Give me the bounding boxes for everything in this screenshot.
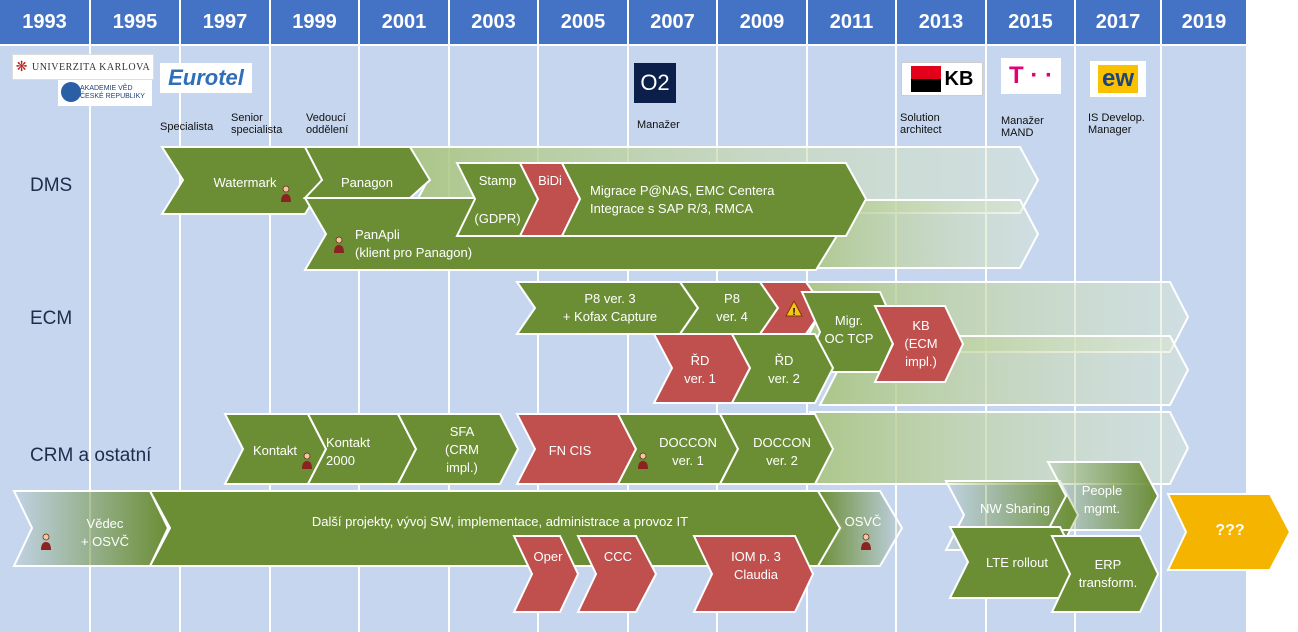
year-header: 2013: [897, 0, 987, 44]
label-bidi: BiDi: [538, 173, 562, 188]
label-osvc: OSVČ: [844, 514, 882, 529]
akademie-emblem-icon: [61, 82, 81, 102]
svg-text:!: !: [792, 307, 795, 318]
label-migr: Migr. OC TCP: [824, 313, 874, 346]
chevron-docconv2: [718, 413, 835, 485]
label-stamp: Stamp: [478, 173, 517, 188]
label-kontakt2000: Kontakt 2000: [326, 435, 371, 468]
chevron-ccc: [576, 535, 658, 613]
o2-logo: O2: [634, 63, 676, 103]
row-label-ecm: ECM: [30, 308, 73, 329]
row-label-dms: DMS: [30, 175, 73, 196]
label-oper: Oper: [533, 549, 563, 564]
label-kb: KB (ECM impl.): [904, 318, 938, 369]
chevron-future: [1166, 493, 1292, 571]
year-header: 2001: [360, 0, 450, 44]
label-erp: ERP transform.: [1078, 557, 1138, 590]
year-header: 2007: [629, 0, 718, 44]
role-caption: Solution architect: [900, 112, 942, 136]
year-header: 1993: [0, 0, 91, 44]
year-header: 2009: [718, 0, 808, 44]
ew-logo: ew: [1090, 61, 1146, 97]
role-caption: Senior specialista: [231, 112, 283, 136]
label-gdpr: (GDPR): [474, 211, 521, 226]
year-header: 1995: [91, 0, 181, 44]
chevron-oper: [512, 535, 580, 613]
chevron-migrace: [560, 162, 868, 237]
label-vedec: Vědec + OSVČ: [80, 516, 130, 549]
warning-icon: [785, 299, 803, 317]
seal-icon: ❋: [15, 59, 28, 75]
label-nwsharing: NW Sharing: [979, 501, 1051, 516]
person-icon: [302, 452, 312, 469]
label-rd2: ŘD ver. 2: [768, 353, 800, 386]
role-caption: IS Develop. Manager: [1088, 112, 1145, 136]
label-panagon: Panagon: [340, 175, 394, 190]
year-header: 2015: [987, 0, 1076, 44]
label-people: People mgmt.: [1081, 483, 1123, 516]
chevron-people: [1046, 461, 1160, 531]
role-caption: Manažer MAND: [1001, 115, 1044, 139]
kb-flag-icon: [910, 66, 941, 92]
label-kontakt: Kontakt: [252, 443, 298, 458]
person-icon: [41, 533, 51, 550]
label-docconv2: DOCCON ver. 2: [753, 435, 811, 468]
year-header: 2005: [539, 0, 629, 44]
role-caption: Vedoucí oddělení: [306, 112, 349, 136]
chevron-erp: [1050, 535, 1160, 613]
kb-logo: KB: [901, 62, 983, 96]
year-header: 1997: [181, 0, 271, 44]
label-p8v4: P8 ver. 4: [716, 291, 748, 324]
person-icon: [334, 236, 344, 253]
label-migrace: Migrace P@NAS, EMC Centera Integrace s S…: [590, 183, 775, 216]
year-header: 2019: [1162, 0, 1248, 44]
person-icon: [638, 452, 648, 469]
chevron-iom: [692, 535, 815, 613]
chevron-sfa: [396, 413, 520, 485]
chevron-rd2: [730, 333, 835, 404]
label-panapli: PanApli (klient pro Panagon): [355, 227, 473, 260]
label-p8v3: P8 ver. 3 + Kofax Capture: [562, 291, 658, 324]
label-lte: LTE rollout: [986, 555, 1048, 570]
label-rd1: ŘD ver. 1: [684, 353, 716, 386]
person-icon: [281, 185, 291, 202]
year-header: 2003: [450, 0, 539, 44]
year-header: 1999: [271, 0, 360, 44]
year-header: 2011: [808, 0, 897, 44]
eurotel-logo: Eurotel: [160, 63, 252, 93]
role-caption: Manažer: [637, 119, 680, 131]
label-future: ???: [1215, 522, 1245, 539]
year-header: 2017: [1076, 0, 1162, 44]
chevron-kb: [873, 305, 965, 383]
label-sfa: SFA (CRM impl.): [445, 424, 479, 475]
label-watermark: Watermark: [213, 175, 277, 190]
label-ccc: CCC: [603, 549, 633, 564]
chevron-osvc: [816, 490, 904, 567]
row-label-crm: CRM a ostatní: [30, 445, 152, 466]
label-iom: IOM p. 3 Claudia: [731, 549, 781, 582]
person-icon: [861, 533, 871, 550]
role-caption: Specialista: [160, 121, 214, 133]
label-dalsi: Další projekty, vývoj SW, implementace, …: [311, 514, 689, 529]
label-fncis: FN CIS: [548, 443, 592, 458]
univerzita-karlova-logo: ❋ UNIVERZITA KARLOVA: [12, 54, 154, 80]
label-docconv1: DOCCON ver. 1: [659, 435, 717, 468]
t-mobile-logo: T · ·: [1001, 58, 1061, 94]
